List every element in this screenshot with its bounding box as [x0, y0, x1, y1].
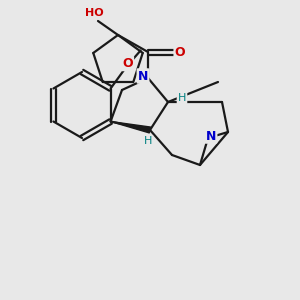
- Text: N: N: [206, 130, 216, 142]
- Text: N: N: [138, 70, 148, 83]
- Text: H: H: [178, 93, 186, 103]
- Text: H: H: [144, 136, 152, 146]
- Text: O: O: [122, 57, 133, 70]
- Text: O: O: [175, 46, 185, 59]
- Text: HO: HO: [85, 8, 103, 18]
- Polygon shape: [111, 122, 151, 133]
